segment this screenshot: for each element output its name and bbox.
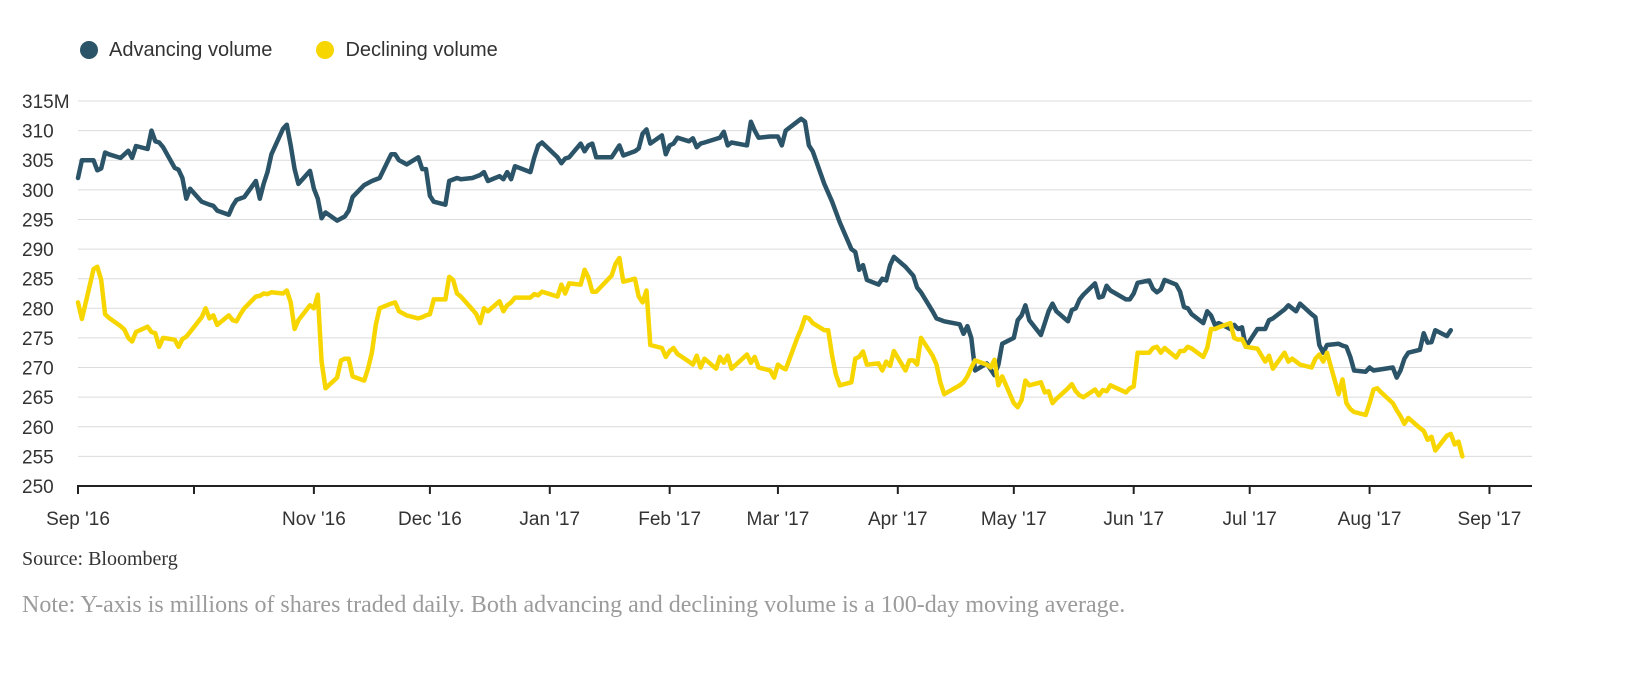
legend-label-advancing: Advancing volume bbox=[109, 38, 273, 61]
y-tick-label: 255 bbox=[22, 447, 54, 468]
y-tick-label: 305 bbox=[22, 151, 54, 172]
x-tick-label: Sep '17 bbox=[1458, 509, 1522, 530]
source-note: Source: Bloomberg bbox=[22, 548, 178, 570]
legend-swatch-advancing bbox=[80, 41, 98, 59]
y-axis-tick-labels: 250 255 260 265 270 275 280 285 290 295 300 305 310 3… bbox=[22, 92, 70, 498]
legend-item-declining: Declining volume bbox=[316, 38, 498, 62]
series-line-advancing-volume bbox=[75, 116, 1454, 380]
y-tick-label: 265 bbox=[22, 388, 54, 409]
x-tick-label: May '17 bbox=[981, 509, 1047, 530]
line-chart: 250 255 260 265 270 275 280 285 290 295 300 305 310 3… bbox=[22, 92, 1532, 530]
y-tick-label: 270 bbox=[22, 359, 54, 380]
x-axis: Sep '16 Nov '16 Dec '16 Jan '17 Feb '17 Mar '… bbox=[46, 485, 1532, 530]
x-tick-label: Jun '17 bbox=[1103, 509, 1164, 530]
y-tick-label: 275 bbox=[22, 329, 54, 350]
legend-item-advancing: Advancing volume bbox=[80, 39, 272, 62]
series-line-declining-volume bbox=[75, 255, 1465, 459]
y-tick-label: 310 bbox=[22, 122, 54, 143]
y-tick-label: 250 bbox=[22, 477, 54, 498]
x-tick-label: Apr '17 bbox=[868, 509, 928, 530]
y-tick-label: 285 bbox=[22, 270, 54, 291]
x-tick-label: Aug '17 bbox=[1338, 509, 1402, 530]
y-tick-label: 280 bbox=[22, 299, 54, 320]
footnote: Note: Y-axis is millions of shares trade… bbox=[22, 592, 1126, 618]
y-tick-label: 315M bbox=[22, 92, 70, 113]
legend-label-declining: Declining volume bbox=[345, 38, 498, 61]
y-tick-label: 290 bbox=[22, 240, 54, 261]
x-tick-label: Jul '17 bbox=[1223, 509, 1277, 530]
y-tick-label: 295 bbox=[22, 210, 54, 231]
x-tick-label: Mar '17 bbox=[747, 509, 810, 530]
y-gridlines bbox=[78, 100, 1532, 457]
x-tick-label: Sep '16 bbox=[46, 509, 110, 530]
x-tick-label: Feb '17 bbox=[638, 509, 701, 530]
legend-swatch-declining bbox=[316, 41, 335, 59]
x-tick-label: Jan '17 bbox=[519, 509, 580, 530]
x-tick-label: Nov '16 bbox=[282, 509, 346, 530]
x-tick-label: Dec '16 bbox=[398, 509, 462, 530]
y-tick-label: 260 bbox=[22, 418, 54, 439]
y-tick-label: 300 bbox=[22, 181, 54, 202]
chart-legend: Advancing volume Declining volume bbox=[80, 36, 542, 64]
series-lines bbox=[75, 116, 1465, 459]
